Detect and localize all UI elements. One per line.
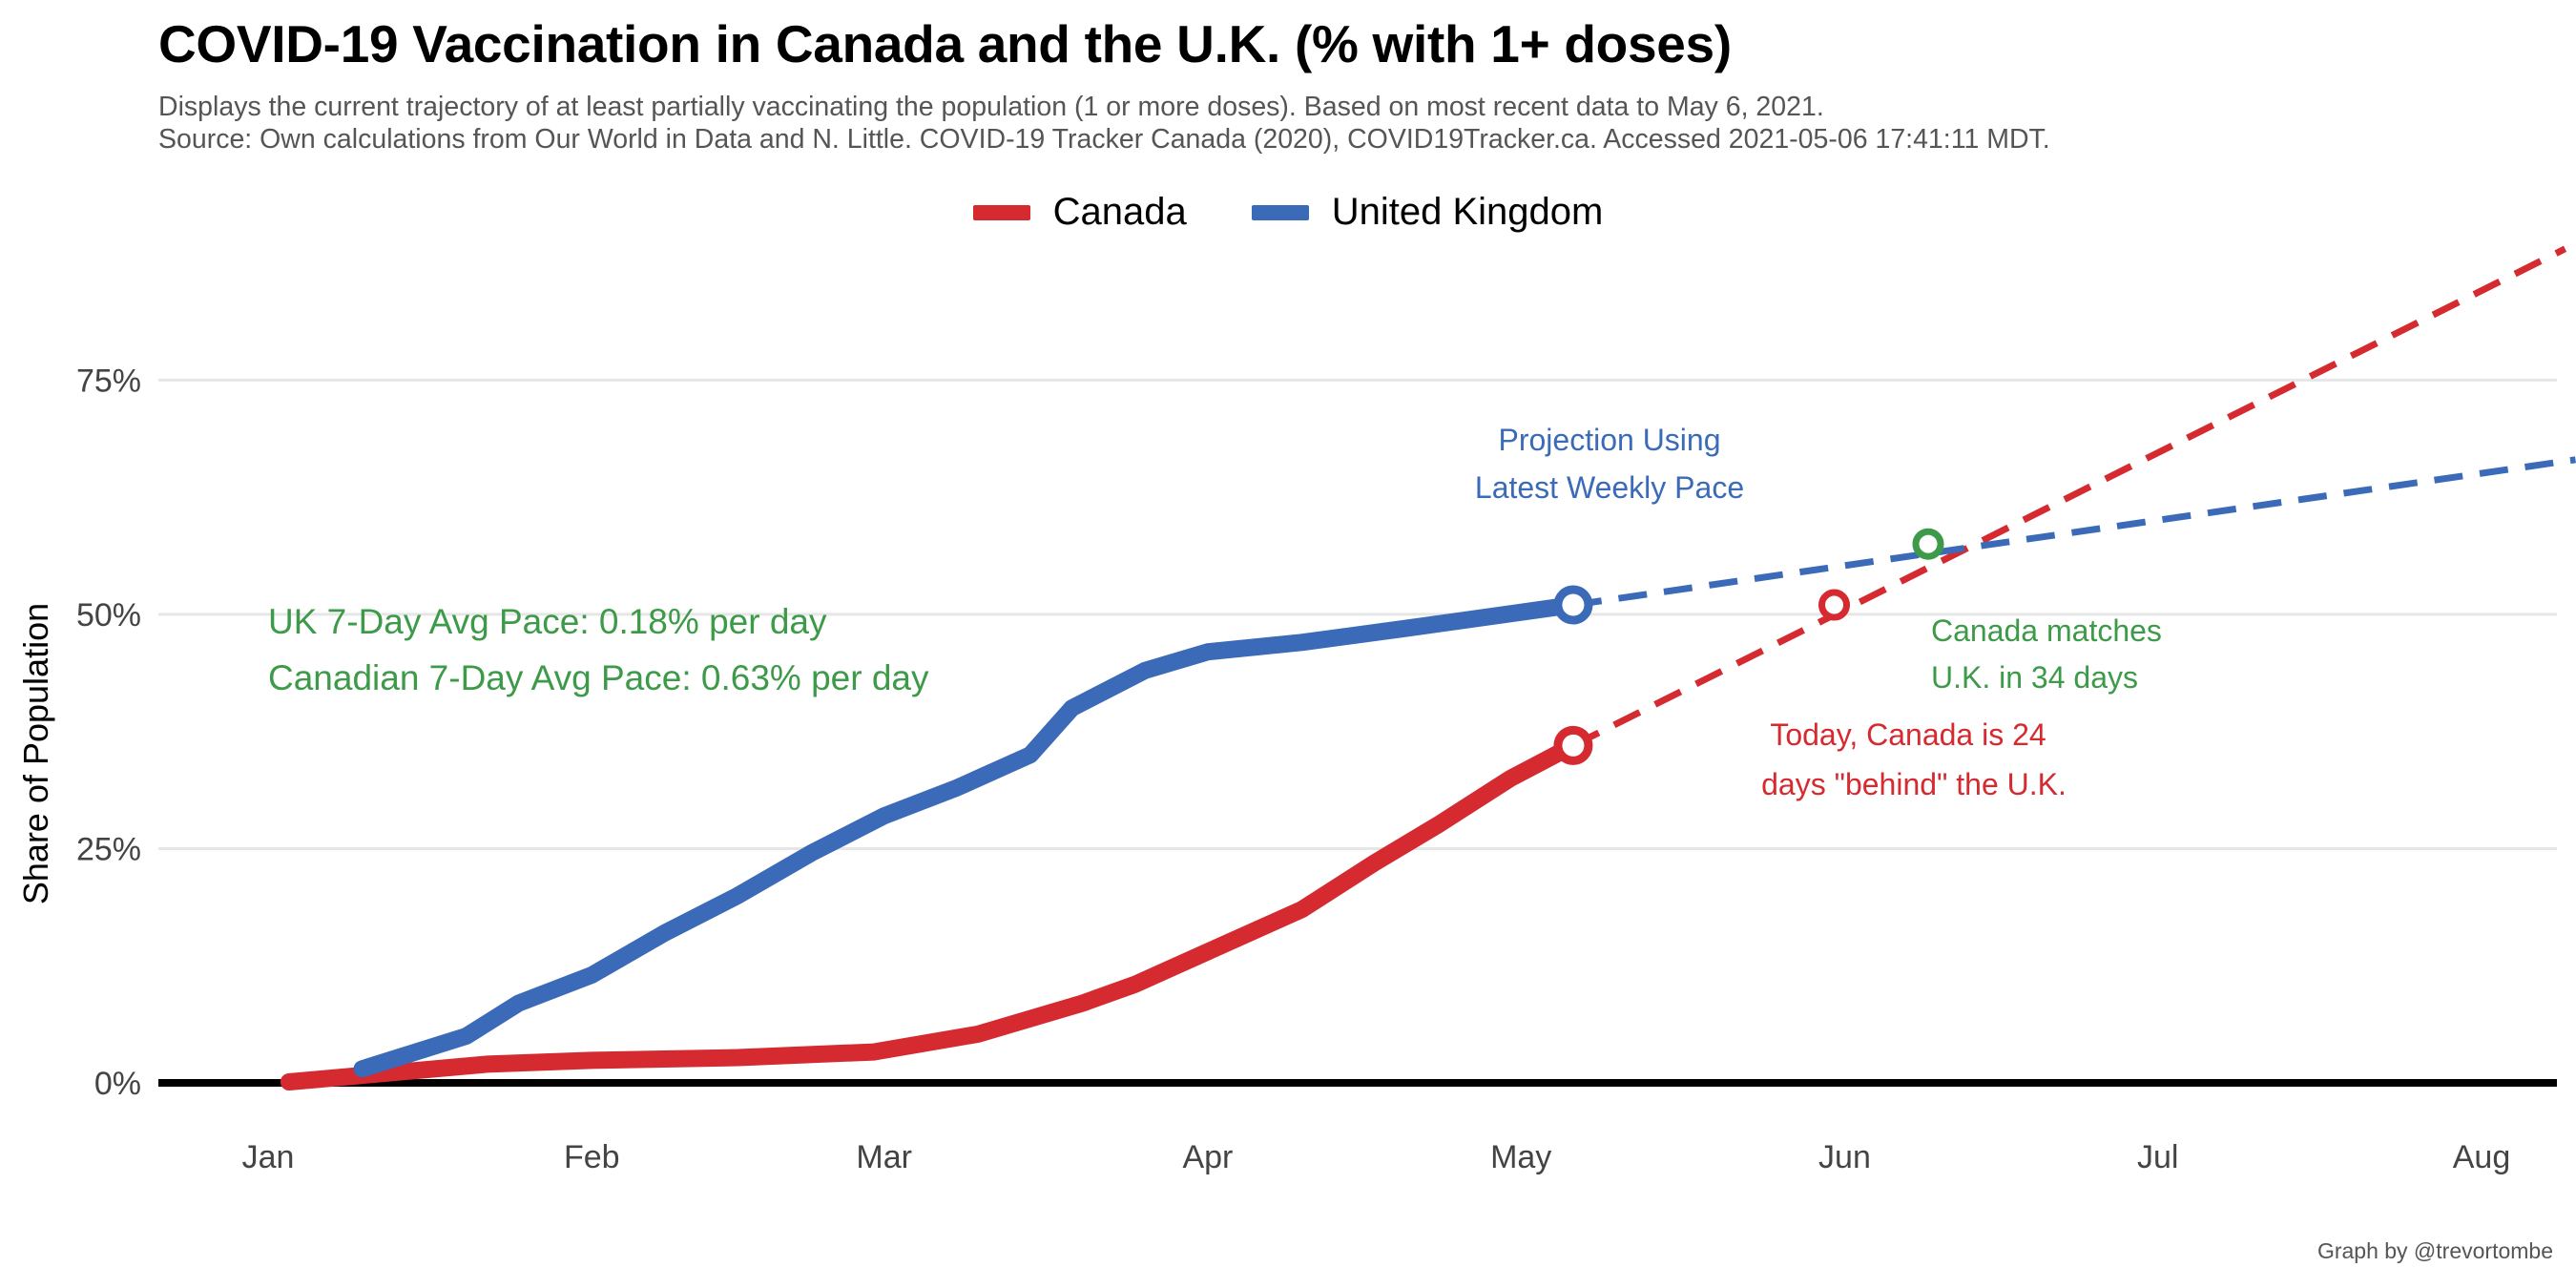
markers (1553, 528, 1944, 765)
x-tick-label: Jun (1818, 1139, 1871, 1175)
grid-lines (158, 378, 2557, 1087)
legend-item-canada: Canada (972, 191, 1187, 234)
legend-item-uk: United Kingdom (1251, 191, 1604, 234)
chart-subtitle: Displays the current trajectory of at le… (158, 92, 1824, 122)
marker-point (1912, 528, 1944, 560)
x-tick-label: Jul (2137, 1139, 2178, 1175)
x-tick-label: Apr (1182, 1139, 1233, 1175)
annotation-projection-2: Latest Weekly Pace (1475, 470, 1744, 505)
annotation-behind-1: Today, Canada is 24 (1770, 717, 2046, 752)
chart-source-note: Source: Own calculations from Our World … (158, 124, 2050, 155)
annotation-matches-1: Canada matches (1931, 613, 2162, 648)
x-tick-label: Aug (2453, 1139, 2511, 1175)
marker-point (1553, 585, 1593, 625)
projection-line-canada (1571, 245, 2567, 749)
x-tick-label: Jan (242, 1139, 295, 1175)
x-tick-label: Mar (856, 1139, 912, 1175)
series-line-united-kingdom (353, 596, 1582, 1078)
legend-swatch-uk (1251, 204, 1309, 220)
annotation-projection-1: Projection Using (1499, 423, 1721, 457)
series-line-canada (280, 737, 1582, 1091)
legend-swatch-canada (972, 204, 1030, 220)
annotation-behind-2: days "behind" the U.K. (1761, 767, 2067, 801)
chart-title: COVID-19 Vaccination in Canada and the U… (158, 14, 1732, 73)
annotation-matches-2: U.K. in 34 days (1931, 660, 2138, 695)
projection-lines (1571, 245, 2576, 749)
graph-credit: Graph by @trevortombe (2316, 1238, 2553, 1263)
y-tick-label: 0% (94, 1066, 141, 1102)
x-tick-label: Feb (564, 1139, 620, 1175)
y-axis-label: Share of Population (16, 603, 55, 904)
marker-point (1553, 725, 1593, 765)
projection-line-united-kingdom (1572, 456, 2576, 609)
x-tick-label: May (1490, 1139, 1551, 1175)
y-tick-label: 50% (76, 597, 141, 634)
x-axis-ticks: Jan Feb Mar Apr May Jun Jul Aug (242, 1139, 2511, 1175)
legend-label-uk: United Kingdom (1331, 191, 1604, 233)
annotation-uk-pace: UK 7-Day Avg Pace: 0.18% per day (268, 602, 827, 641)
marker-point (1818, 589, 1851, 621)
legend-label-canada: Canada (1052, 191, 1187, 233)
annotation-canada-pace: Canadian 7-Day Avg Pace: 0.63% per day (268, 658, 929, 697)
y-tick-label: 75% (76, 363, 141, 399)
chart-legend: Canada United Kingdom (0, 191, 2576, 234)
y-axis-ticks: 0% 25% 50% 75% (76, 363, 141, 1102)
y-tick-label: 25% (76, 831, 141, 867)
series-lines (280, 596, 1582, 1091)
